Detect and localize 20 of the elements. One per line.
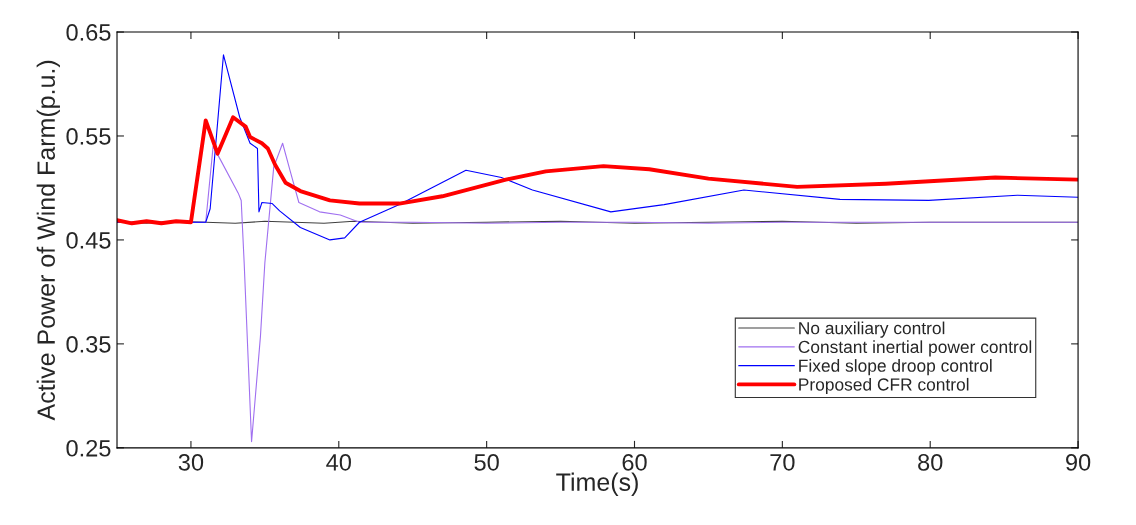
line-series [117, 54, 1079, 241]
y-tick-label: 0.35 [66, 335, 111, 353]
legend-label: Proposed CFR control [799, 377, 969, 395]
x-tick-label: 70 [770, 454, 795, 471]
x-tick-label: 60 [622, 454, 647, 471]
y-tick-label: 0.25 [66, 439, 111, 457]
legend-label: Fixed slope droop control [799, 359, 992, 376]
x-tick-label: 50 [474, 454, 499, 471]
legend-label: Constant inertial power control [798, 340, 1032, 357]
x-tick-label: 80 [918, 454, 943, 471]
x-tick-label: 30 [178, 454, 204, 471]
x-tick-label: 40 [326, 454, 351, 471]
y-tick-label: 0.55 [66, 128, 111, 145]
y-axis-title: Active Power of Wind Farm(p.u.) [36, 60, 60, 421]
x-tick-label: 90 [1066, 454, 1091, 471]
y-tick-label: 0.45 [66, 231, 111, 249]
y-tick-label: 0.65 [66, 24, 111, 41]
line-series [117, 115, 1079, 226]
x-axis-title: Time(s) [556, 472, 638, 496]
legend-label: No auxiliary control [799, 321, 945, 338]
